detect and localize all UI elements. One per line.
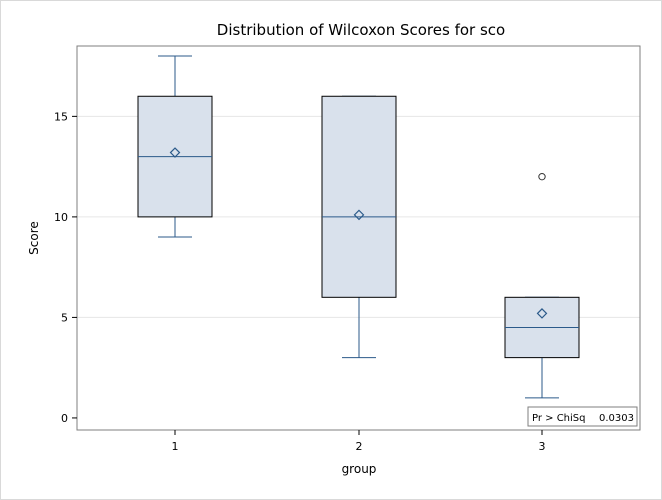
axes: 0 5 10 15 1 2 3	[54, 110, 546, 453]
box	[321, 95, 397, 298]
inset-value: 0.0303	[599, 413, 634, 424]
x-axis-title: group	[342, 462, 377, 476]
inset-box	[527, 406, 638, 427]
y-tick-label: 5	[61, 311, 68, 324]
box-group-1	[137, 55, 213, 238]
chart-title: Distribution of Wilcoxon Scores for sco	[217, 21, 505, 39]
y-tick-label: 10	[54, 211, 68, 224]
x-tick-label: 3	[539, 440, 546, 453]
stat-inset: Pr > ChiSq 0.0303	[527, 406, 638, 427]
y-axis-title: Score	[27, 221, 41, 255]
outlier-point	[538, 172, 546, 181]
inset-label: Pr > ChiSq	[532, 413, 586, 424]
box-series	[137, 55, 580, 399]
x-tick-label: 2	[356, 440, 363, 453]
y-tick-label: 0	[61, 412, 68, 425]
mean-marker	[169, 147, 181, 158]
box-group-2	[321, 95, 397, 359]
box-group-3	[504, 172, 580, 399]
x-tick-label: 1	[172, 440, 179, 453]
mean-marker	[353, 209, 365, 221]
y-tick-label: 15	[54, 110, 68, 123]
mean-marker	[536, 308, 548, 319]
